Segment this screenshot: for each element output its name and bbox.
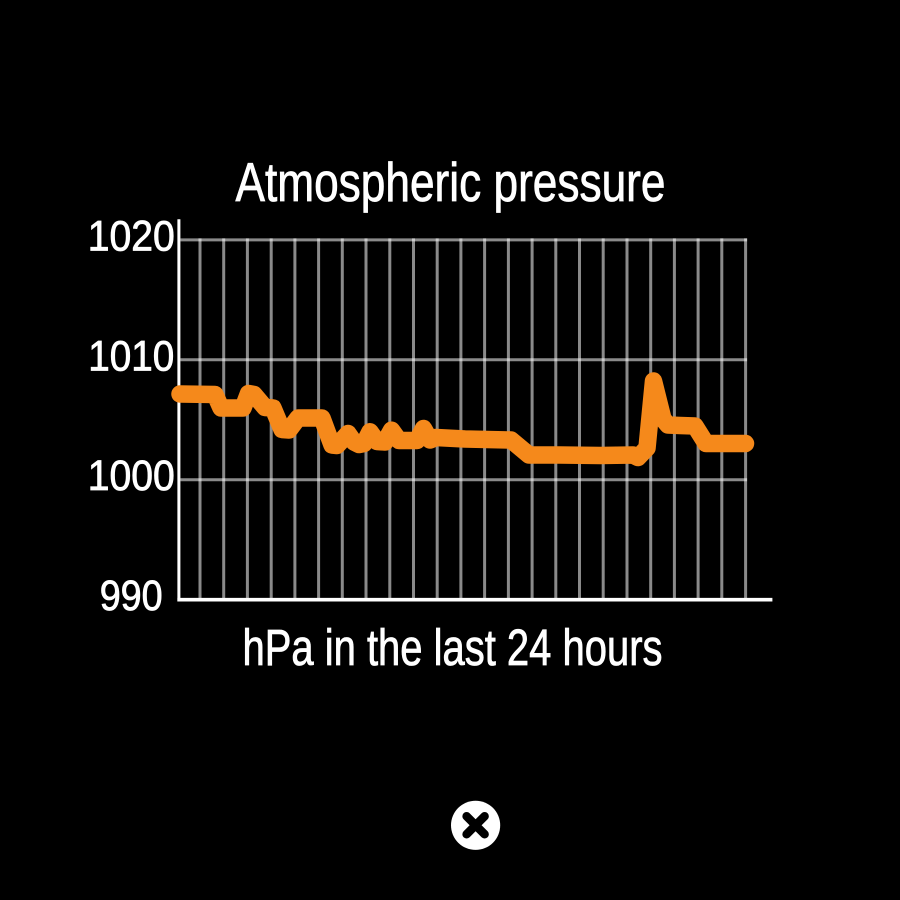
svg-text:hPa in the last 24 hours: hPa in the last 24 hours xyxy=(243,619,663,676)
svg-text:1020: 1020 xyxy=(88,213,175,260)
svg-text:Atmospheric pressure: Atmospheric pressure xyxy=(236,151,666,213)
svg-text:990: 990 xyxy=(100,573,163,620)
svg-text:1000: 1000 xyxy=(88,453,175,500)
svg-text:1010: 1010 xyxy=(88,333,174,380)
